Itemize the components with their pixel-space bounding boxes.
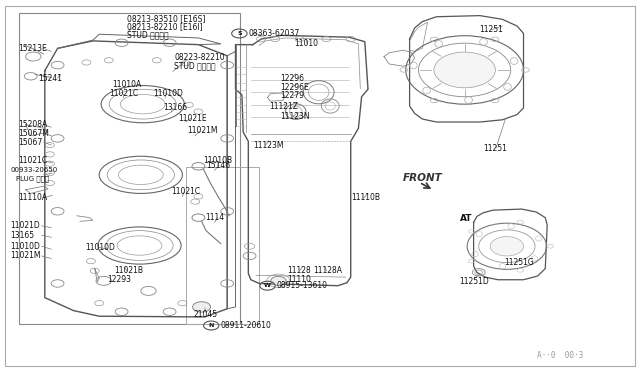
- Text: 15067: 15067: [18, 138, 42, 147]
- Text: 08213-83510 [E16S]: 08213-83510 [E16S]: [127, 14, 205, 23]
- Text: 11021C: 11021C: [172, 187, 201, 196]
- Text: 11128: 11128: [287, 266, 310, 275]
- Text: 11010A: 11010A: [113, 80, 142, 89]
- Text: 11110A: 11110A: [18, 193, 47, 202]
- Text: 11110: 11110: [287, 275, 310, 284]
- Text: 11128A: 11128A: [314, 266, 342, 275]
- Text: 11021B: 11021B: [114, 266, 143, 275]
- Text: FRONT: FRONT: [403, 173, 443, 183]
- Text: N: N: [209, 323, 214, 328]
- Text: 15146: 15146: [206, 161, 230, 170]
- Text: 11123M: 11123M: [253, 141, 284, 150]
- Text: 08911-20610: 08911-20610: [220, 321, 271, 330]
- Text: 11251D: 11251D: [460, 278, 489, 286]
- Text: 12293: 12293: [108, 275, 132, 284]
- Text: 11021E: 11021E: [178, 114, 207, 123]
- Text: 08223-82210: 08223-82210: [174, 53, 225, 62]
- Text: 11251: 11251: [479, 25, 502, 34]
- Text: 08363-62037: 08363-62037: [248, 29, 300, 38]
- Text: 11021D: 11021D: [10, 221, 40, 230]
- Text: 11251: 11251: [483, 144, 507, 153]
- Text: 13165: 13165: [10, 231, 35, 240]
- Text: 11010D: 11010D: [10, 242, 40, 251]
- Text: S: S: [237, 31, 242, 36]
- Text: 11021M: 11021M: [10, 251, 41, 260]
- Text: W: W: [264, 283, 271, 288]
- Circle shape: [193, 302, 211, 312]
- Text: 11010: 11010: [294, 39, 319, 48]
- Text: 12296E: 12296E: [280, 83, 309, 92]
- Text: 11251G: 11251G: [504, 258, 534, 267]
- Text: A··0  00·3: A··0 00·3: [537, 351, 583, 360]
- Text: PLUG プラグ: PLUG プラグ: [16, 175, 49, 182]
- Text: 13166: 13166: [163, 103, 188, 112]
- Text: 11010D: 11010D: [85, 243, 115, 252]
- Text: STUD スタッド: STUD スタッド: [127, 31, 168, 39]
- Text: 11021C: 11021C: [18, 156, 47, 165]
- Text: 11121Z: 11121Z: [269, 102, 298, 110]
- Text: 08915-13610: 08915-13610: [276, 281, 328, 290]
- Circle shape: [490, 237, 524, 256]
- Text: 1114: 1114: [205, 213, 224, 222]
- Text: 21045: 21045: [193, 310, 218, 319]
- Text: 11021C: 11021C: [109, 89, 138, 98]
- Text: 15208A: 15208A: [18, 120, 47, 129]
- Text: 12279: 12279: [280, 92, 305, 100]
- Circle shape: [271, 276, 286, 285]
- Text: 15067M: 15067M: [18, 129, 49, 138]
- Text: 15213E: 15213E: [18, 44, 47, 53]
- Text: AT: AT: [460, 214, 472, 223]
- Text: 00933-20650: 00933-20650: [10, 167, 58, 173]
- Bar: [19, 13, 240, 324]
- Text: 11110B: 11110B: [351, 193, 380, 202]
- Bar: [186, 167, 259, 324]
- Text: STUD スタッド: STUD スタッド: [174, 62, 216, 71]
- Text: 11021M: 11021M: [187, 126, 218, 135]
- Text: 15241: 15241: [38, 74, 63, 83]
- Circle shape: [434, 52, 495, 88]
- Text: 11010B: 11010B: [204, 156, 233, 165]
- Text: 08213-82210 [E16I]: 08213-82210 [E16I]: [127, 22, 202, 31]
- Text: 11123N: 11123N: [280, 112, 310, 121]
- Text: 12296: 12296: [280, 74, 305, 83]
- Text: 11010D: 11010D: [154, 89, 184, 98]
